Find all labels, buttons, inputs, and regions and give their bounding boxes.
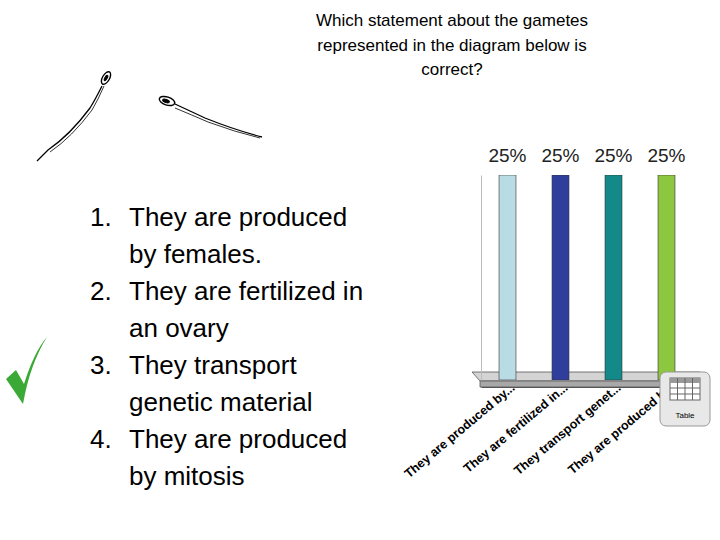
data-label: 25% — [488, 145, 526, 166]
table-icon-line[interactable] — [677, 378, 678, 400]
question-line: Which statement about the gametes — [316, 11, 588, 30]
question: Which statement about the gametes represe… — [316, 11, 588, 79]
sperm-nucleus — [162, 98, 170, 103]
table-icon-line[interactable] — [685, 378, 686, 400]
option-number: 3. — [90, 350, 112, 380]
correct-checkmark — [6, 337, 47, 404]
options-list: 1. They are produced by females. 2. They are… — [90, 202, 363, 491]
slide: Which statement about the gametes represe… — [0, 0, 720, 540]
question-line: represented in the diagram below is — [317, 36, 586, 55]
bar — [605, 175, 622, 380]
table-button[interactable]: Table — [660, 372, 710, 426]
option-text: They are fertilized in — [129, 276, 363, 306]
data-label: 25% — [594, 145, 632, 166]
option-text: an ovary — [129, 313, 229, 343]
bars — [499, 175, 675, 380]
option-text: They transport — [129, 350, 297, 380]
x-tick-label: They are fertilized in... — [461, 381, 571, 476]
option-text: They are produced — [129, 202, 347, 232]
sperm-drawing — [37, 70, 262, 161]
sperm-nucleus — [103, 75, 108, 81]
data-label: 25% — [541, 145, 579, 166]
sperm-tail — [175, 104, 262, 137]
x-axis: They are produced by...They are fertiliz… — [402, 381, 694, 481]
sperm-tail — [37, 86, 102, 161]
chart: 25% 25% 25% 25% They are produced by...They … — [402, 145, 708, 481]
option-number: 2. — [90, 276, 112, 306]
data-label: 25% — [647, 145, 685, 166]
option-text: genetic material — [129, 387, 313, 417]
table-icon-line[interactable] — [670, 394, 700, 395]
question-line: correct? — [421, 60, 482, 79]
x-tick: They are fertilized in... — [461, 381, 571, 476]
table-icon-box[interactable] — [670, 378, 700, 400]
option-text: They are produced — [129, 424, 347, 454]
bar — [499, 175, 516, 380]
x-tick: They are produced by... — [402, 381, 518, 481]
table-icon-line[interactable] — [670, 388, 700, 389]
bar — [658, 175, 675, 380]
bar — [552, 175, 569, 380]
table-button-label[interactable]: Table — [675, 411, 695, 420]
sperm-head — [99, 70, 112, 86]
x-tick-label: They are produced by... — [402, 381, 518, 481]
sperm-tail — [50, 86, 104, 152]
table-icon-line[interactable] — [692, 378, 693, 400]
table-icon[interactable] — [670, 378, 700, 400]
y-axis — [481, 176, 482, 381]
sperm-head — [158, 95, 176, 108]
table-button-frame[interactable] — [660, 372, 710, 426]
option-text: by females. — [129, 239, 262, 269]
option-text: by mitosis — [129, 461, 245, 491]
option-number: 4. — [90, 424, 112, 454]
sperm-tail — [175, 108, 260, 138]
option-number: 1. — [90, 202, 112, 232]
y-axis-line — [481, 176, 482, 381]
